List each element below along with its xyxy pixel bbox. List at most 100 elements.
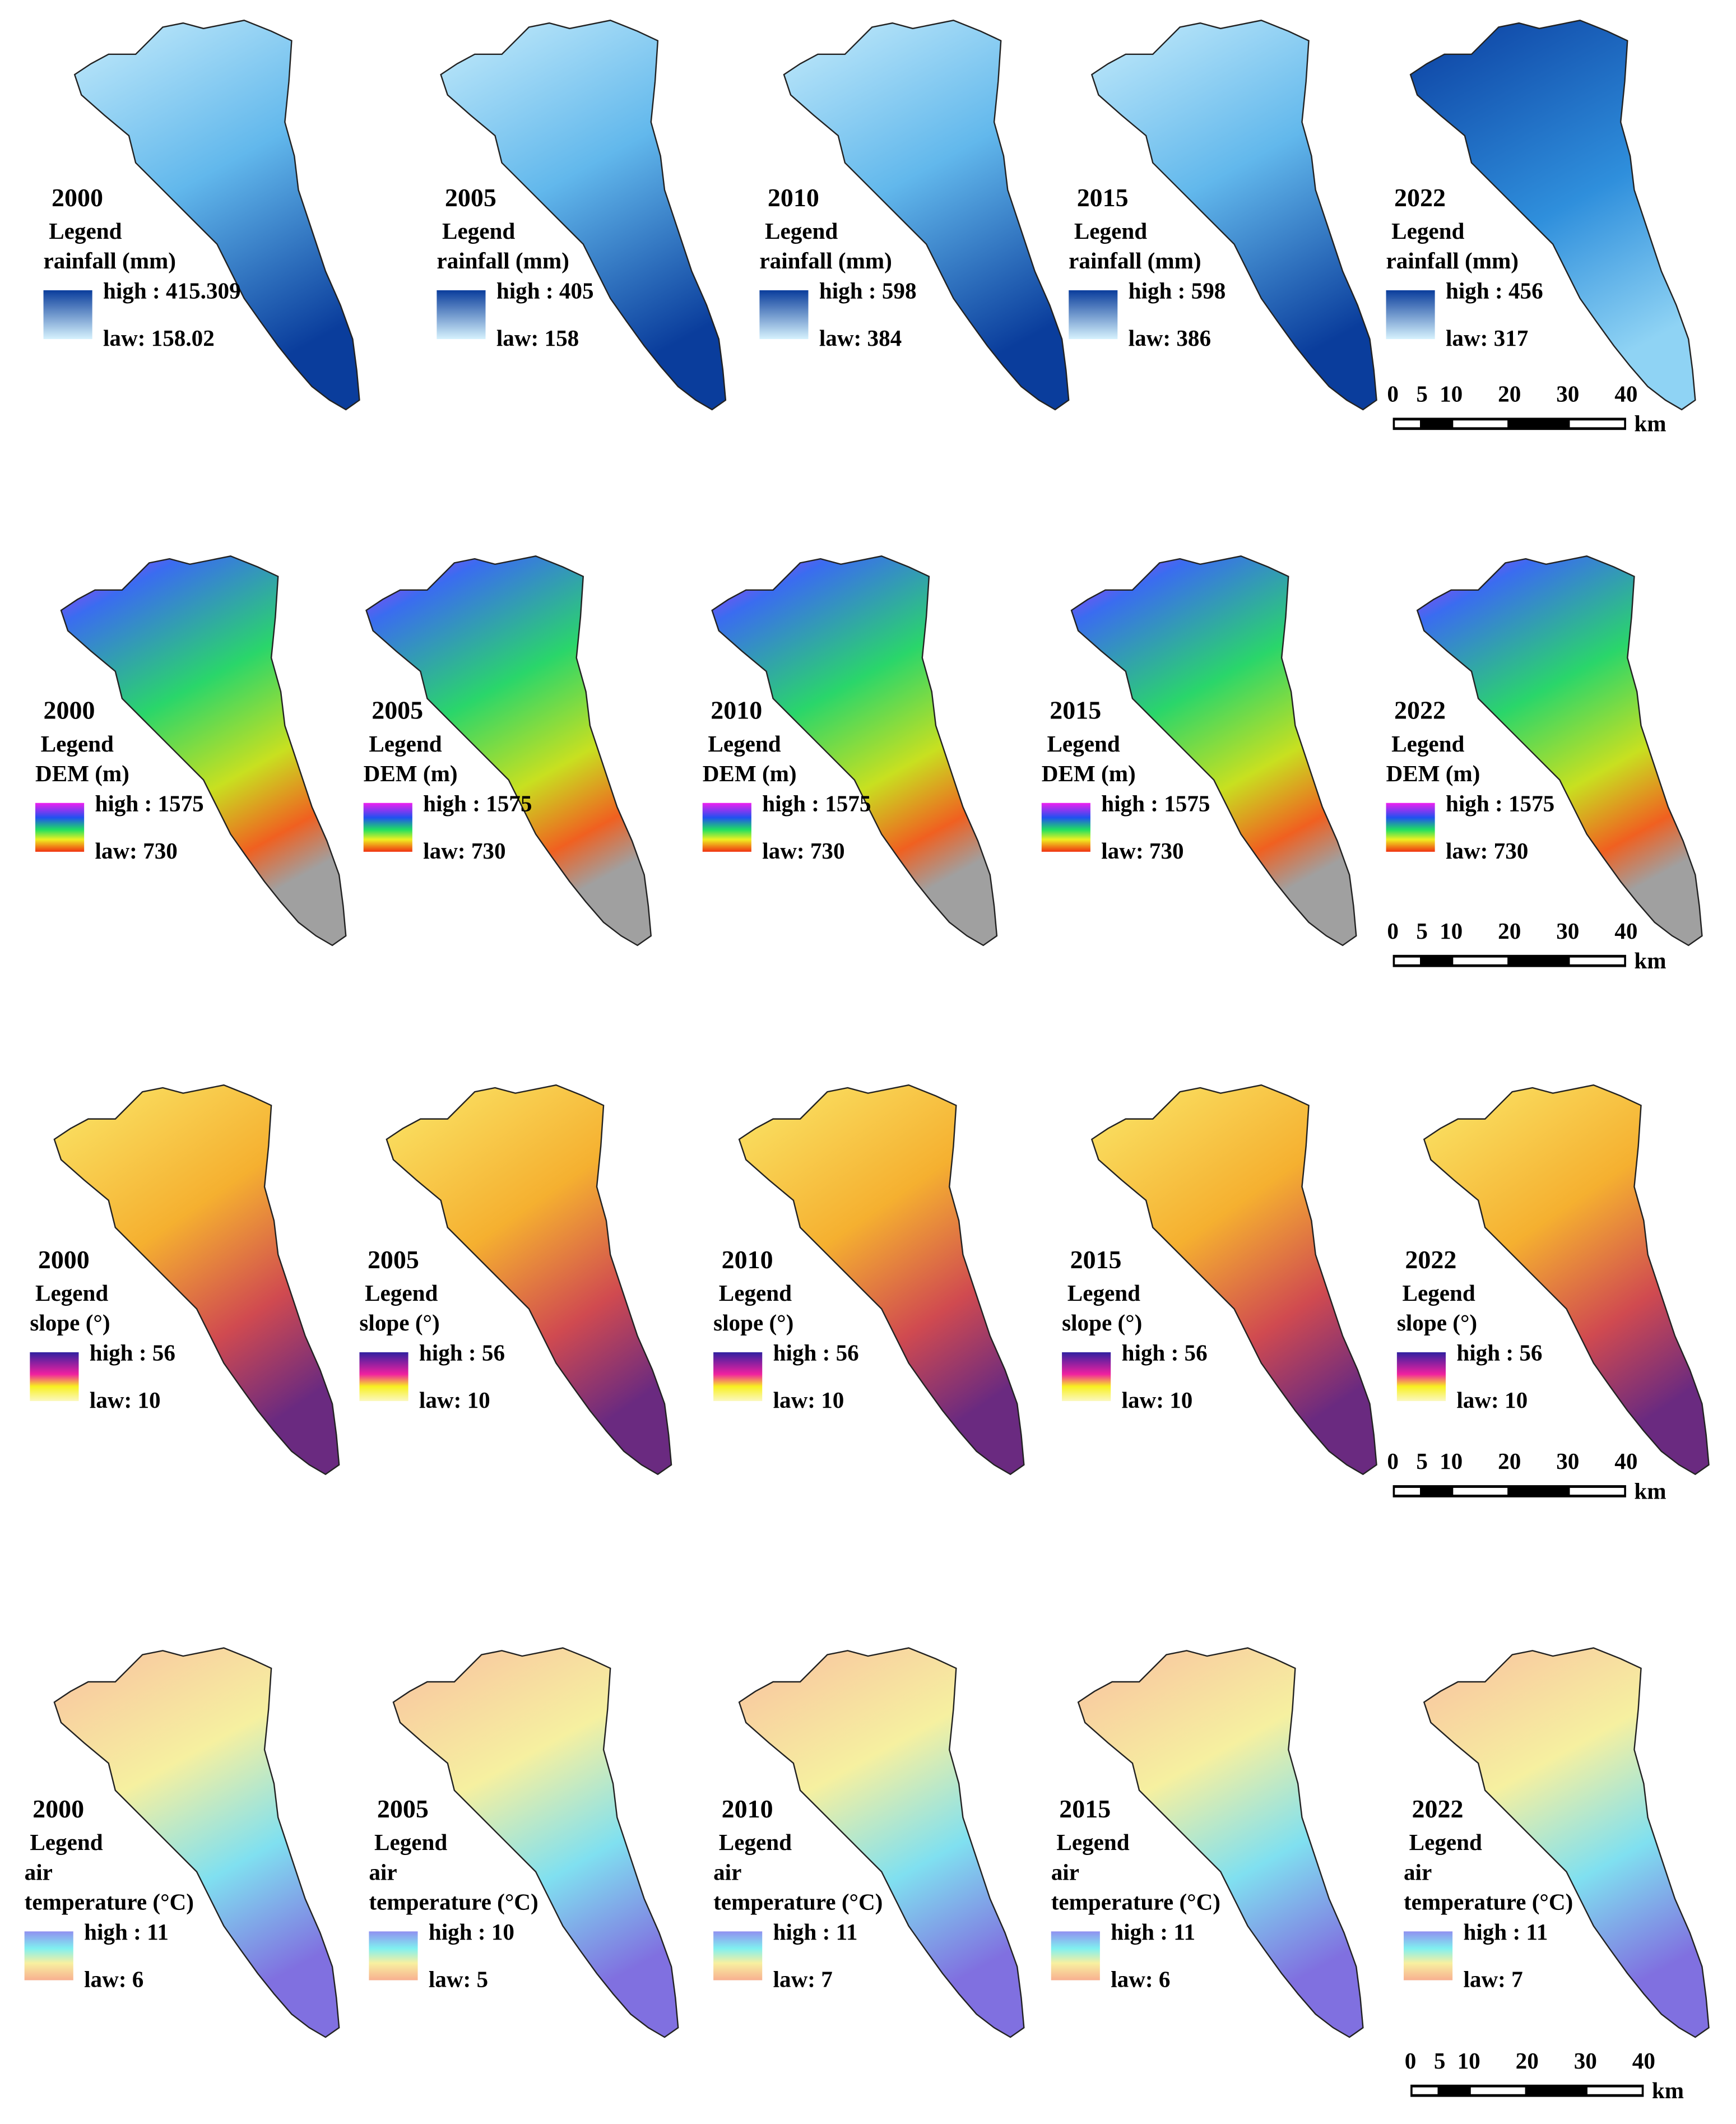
scale-tick-label: 40 bbox=[1614, 381, 1637, 406]
legend-low: law: 5 bbox=[429, 1967, 488, 1992]
legend-title: Legend bbox=[1409, 1829, 1482, 1855]
watershed-map bbox=[365, 555, 652, 947]
scale-tick-label: 10 bbox=[1458, 2048, 1480, 2074]
year: 2010 bbox=[711, 696, 762, 725]
legend-title: Legend bbox=[35, 1280, 108, 1306]
year: 2005 bbox=[372, 696, 423, 725]
scale-unit: km bbox=[1652, 2077, 1684, 2103]
legend-high: high : 456 bbox=[1446, 277, 1543, 303]
legend-label: rainfall (mm) bbox=[1386, 248, 1519, 274]
legend-title: Legend bbox=[30, 1829, 103, 1855]
watershed-map bbox=[1090, 20, 1377, 411]
scale-tick-label: 5 bbox=[1416, 918, 1428, 944]
scale-bar-segment bbox=[1453, 1487, 1508, 1495]
legend-label: air bbox=[713, 1859, 741, 1885]
scale-bar-segment bbox=[1412, 2087, 1438, 2094]
legend-swatch bbox=[359, 1352, 409, 1402]
legend-label: slope (°) bbox=[1062, 1310, 1142, 1336]
scale-bar-segment bbox=[1453, 420, 1508, 428]
year: 2010 bbox=[768, 183, 819, 212]
year: 2005 bbox=[445, 183, 496, 212]
legend-low: law: 7 bbox=[773, 1967, 833, 1992]
legend-swatch bbox=[1396, 1352, 1446, 1402]
legend-high: high : 11 bbox=[1463, 1919, 1548, 1945]
legend-high: high : 1575 bbox=[423, 790, 532, 816]
legend-label: temperature (°C) bbox=[1051, 1889, 1220, 1916]
legend-title: Legend bbox=[1056, 1829, 1129, 1855]
legend-title: Legend bbox=[369, 731, 442, 757]
legend-swatch bbox=[43, 290, 92, 340]
scale-bar-segment bbox=[1570, 420, 1624, 428]
legend-high: high : 405 bbox=[496, 277, 594, 303]
legend-swatch bbox=[363, 803, 412, 852]
watershed-map bbox=[53, 1084, 340, 1476]
legend-high: high : 56 bbox=[1122, 1339, 1208, 1365]
watershed-map bbox=[1077, 1647, 1364, 2038]
scale-bar-segment bbox=[1570, 957, 1624, 964]
legend-swatch bbox=[369, 1931, 418, 1981]
scale-tick-label: 0 bbox=[1387, 1448, 1399, 1474]
legend-swatch bbox=[702, 803, 751, 852]
scale-tick-label: 5 bbox=[1434, 2048, 1446, 2074]
legend-label: DEM (m) bbox=[364, 760, 458, 787]
legend-swatch bbox=[35, 803, 85, 852]
scale-tick-label: 5 bbox=[1416, 1448, 1428, 1474]
legend-label: slope (°) bbox=[713, 1310, 793, 1336]
legend-label: air bbox=[25, 1859, 53, 1885]
legend-high: high : 1575 bbox=[1446, 790, 1554, 816]
legend-swatch bbox=[1386, 290, 1435, 340]
legend-label: DEM (m) bbox=[1386, 760, 1480, 787]
legend-label: rainfall (mm) bbox=[759, 248, 892, 274]
scale-bar-segment bbox=[1395, 1487, 1421, 1495]
legend-high: high : 1575 bbox=[1101, 790, 1210, 816]
year: 2005 bbox=[377, 1794, 429, 1823]
watershed-map bbox=[440, 20, 727, 411]
year: 2000 bbox=[33, 1794, 84, 1823]
year: 2015 bbox=[1070, 1245, 1122, 1274]
legend-label: slope (°) bbox=[30, 1310, 110, 1336]
year: 2010 bbox=[722, 1245, 773, 1274]
legend-title: Legend bbox=[1391, 218, 1464, 244]
watershed-map bbox=[53, 1647, 340, 2038]
legend-label: air bbox=[1404, 1859, 1432, 1885]
year: 2010 bbox=[722, 1794, 773, 1823]
legend-title: Legend bbox=[719, 1280, 792, 1306]
scale-tick-label: 40 bbox=[1614, 1448, 1637, 1474]
legend-title: Legend bbox=[49, 218, 122, 244]
legend-high: high : 56 bbox=[90, 1339, 175, 1365]
scale-tick-label: 30 bbox=[1556, 918, 1579, 944]
legend-high: high : 11 bbox=[773, 1919, 858, 1945]
legend-low: law: 317 bbox=[1446, 325, 1528, 351]
legend-high: high : 56 bbox=[419, 1339, 505, 1365]
legend-high: high : 1575 bbox=[762, 790, 871, 816]
legend-high: high : 598 bbox=[1129, 277, 1226, 303]
legend-high: high : 56 bbox=[773, 1339, 859, 1365]
year: 2022 bbox=[1394, 183, 1446, 212]
legend-low: law: 6 bbox=[84, 1967, 143, 1992]
watershed-map bbox=[392, 1647, 679, 2038]
scale-tick-label: 0 bbox=[1387, 381, 1399, 406]
scale-bar-segment bbox=[1470, 2087, 1525, 2094]
legend-swatch bbox=[1062, 1352, 1111, 1402]
legend-swatch bbox=[759, 290, 809, 340]
scale-unit: km bbox=[1634, 948, 1666, 973]
scale-bar-segment bbox=[1587, 2087, 1642, 2094]
legend-low: law: 7 bbox=[1463, 1967, 1523, 1992]
legend-title: Legend bbox=[1391, 731, 1464, 757]
legend-title: Legend bbox=[708, 731, 781, 757]
year: 2022 bbox=[1412, 1794, 1463, 1823]
watershed-map bbox=[386, 1084, 672, 1476]
watershed-map bbox=[711, 555, 998, 947]
scale-tick-label: 40 bbox=[1614, 918, 1637, 944]
scale-tick-label: 20 bbox=[1516, 2048, 1539, 2074]
legend-swatch bbox=[713, 1352, 763, 1402]
scale-tick-label: 0 bbox=[1405, 2048, 1417, 2074]
legend-low: law: 386 bbox=[1129, 325, 1211, 351]
legend-low: law: 730 bbox=[95, 838, 177, 864]
legend-low: law: 384 bbox=[819, 325, 902, 351]
legend-swatch bbox=[437, 290, 486, 340]
year: 2015 bbox=[1059, 1794, 1111, 1823]
scale-tick-label: 20 bbox=[1498, 381, 1521, 406]
watershed-map bbox=[783, 20, 1070, 411]
